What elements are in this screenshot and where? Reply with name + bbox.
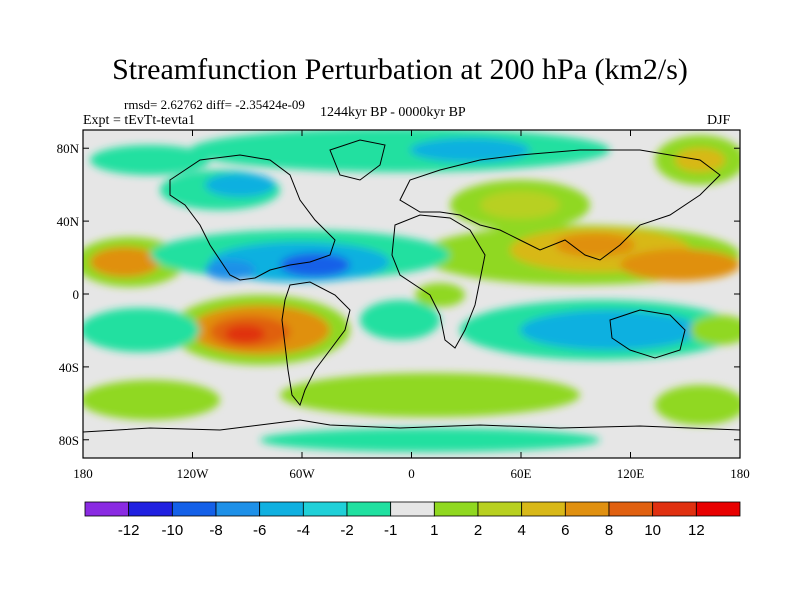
north-america-coast bbox=[169, 154, 336, 281]
lat-tick-label: 40N bbox=[57, 214, 80, 229]
lat-tick-label: 80N bbox=[57, 141, 80, 156]
colorbar-label: -10 bbox=[161, 522, 183, 539]
eurasia-coast bbox=[399, 149, 721, 261]
lat-tick-label: 0 bbox=[73, 287, 80, 302]
colorbar-label: -1 bbox=[384, 522, 397, 539]
lon-tick-label: 120W bbox=[177, 466, 210, 481]
colorbar-swatch bbox=[477, 501, 523, 517]
colorbar-swatch bbox=[521, 501, 566, 517]
colorbar-label: -2 bbox=[340, 522, 353, 539]
colorbar-swatch bbox=[128, 501, 173, 517]
colorbar-label: -6 bbox=[253, 522, 266, 539]
colorbar-label: 6 bbox=[561, 522, 569, 539]
colorbar-label: 10 bbox=[644, 522, 661, 539]
field-positive-gulfguinea bbox=[415, 283, 465, 307]
greenland-coast bbox=[329, 139, 386, 181]
lon-tick-label: 0 bbox=[408, 466, 415, 481]
colorbar-label: 8 bbox=[605, 522, 613, 539]
colorbar-label: 2 bbox=[474, 522, 482, 539]
lon-tick-label: 180 bbox=[730, 466, 750, 481]
lat-tick-label: 80S bbox=[59, 433, 79, 448]
south-america-coast bbox=[281, 281, 351, 407]
africa-coast bbox=[391, 214, 486, 349]
colorbar-swatch bbox=[433, 501, 479, 517]
colorbar-label: -12 bbox=[118, 522, 140, 539]
colorbar-swatch bbox=[695, 501, 741, 517]
rmsd-diff-stats: rmsd= 2.62762 diff= -2.35424e-09 bbox=[124, 97, 305, 112]
colorbar-swatch bbox=[346, 501, 392, 517]
experiment-label: Expt = tEvTt-tevta1 bbox=[83, 113, 196, 128]
coastlines bbox=[83, 139, 740, 433]
field-negative-northwest bbox=[90, 145, 210, 175]
field-negative-north-core bbox=[410, 138, 530, 162]
antarctica-coast bbox=[83, 419, 740, 433]
colorbar-label: 1 bbox=[430, 522, 438, 539]
field-negative-southpacific bbox=[83, 308, 200, 352]
chart-title: Streamfunction Perturbation at 200 hPa (… bbox=[112, 53, 688, 86]
colorbar-swatch bbox=[84, 501, 130, 517]
field-negative-southatlantic bbox=[360, 300, 440, 340]
field-negative-greenland-core bbox=[205, 173, 275, 197]
lon-tick-label: 120E bbox=[617, 466, 645, 481]
season-label: DJF bbox=[707, 113, 731, 128]
field-positive-southernocean-east bbox=[655, 385, 740, 425]
field-positive-southernocean bbox=[280, 373, 580, 417]
axis-ticks: 180 120W 60W 0 60E 120E 180 80N 40N 0 40S 80S bbox=[57, 130, 750, 481]
field-negative-mexico bbox=[205, 260, 255, 280]
field-positive-southwestpacific bbox=[690, 315, 740, 345]
field-negative-antarctic bbox=[260, 428, 600, 452]
field-negative-indian-core bbox=[520, 310, 700, 350]
colorbar-swatch bbox=[171, 501, 217, 517]
colorbar-swatch bbox=[302, 501, 348, 517]
period-label: 1244kyr BP - 0000kyr BP bbox=[320, 105, 466, 120]
colorbar-swatch bbox=[608, 501, 654, 517]
colorbar-swatch bbox=[652, 501, 697, 517]
field-positive-southernocean-west bbox=[83, 380, 220, 420]
colorbar-label: 4 bbox=[517, 522, 525, 539]
australia-coast bbox=[609, 309, 686, 359]
lat-tick-label: 40S bbox=[59, 360, 79, 375]
colorbar: -12 -10 -8 -6 -4 -2 -1 1 2 4 6 8 10 12 bbox=[84, 501, 741, 539]
field-negative-atlantic-core bbox=[280, 253, 350, 277]
colorbar-label: 12 bbox=[688, 522, 705, 539]
field-positive-southamerica-core bbox=[225, 325, 265, 343]
lon-tick-label: 180 bbox=[73, 466, 93, 481]
colorbar-swatch bbox=[564, 501, 610, 517]
colorbar-label: -8 bbox=[209, 522, 222, 539]
colorbar-swatch bbox=[259, 501, 304, 517]
field-positive-westpacific bbox=[620, 249, 740, 281]
field-positive-eastpacific-core bbox=[90, 247, 160, 277]
lon-tick-label: 60W bbox=[289, 466, 315, 481]
colorbar-swatch bbox=[215, 501, 261, 517]
field-positive-tropics-core bbox=[555, 233, 635, 257]
field-positive-asia-inner bbox=[480, 191, 560, 219]
contour-field bbox=[83, 130, 740, 458]
field-negative-north bbox=[190, 130, 610, 172]
colorbar-label: -4 bbox=[297, 522, 310, 539]
lon-tick-label: 60E bbox=[511, 466, 532, 481]
colorbar-swatch bbox=[390, 501, 435, 517]
